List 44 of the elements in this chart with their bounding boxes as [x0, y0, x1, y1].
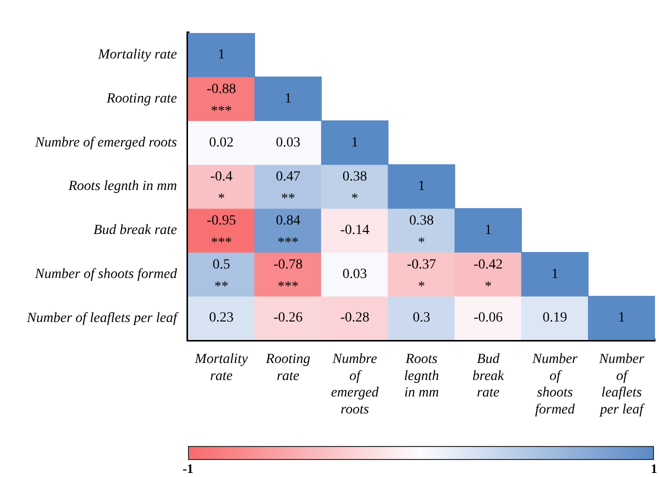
data-label: 1 [351, 135, 358, 150]
data-label: -0.95 *** [206, 214, 236, 251]
data-label: -0.42 * [474, 257, 503, 294]
x-tick-label: Number of shoots formed [531, 352, 578, 418]
y-tick-label: Numbre of emerged roots [34, 135, 178, 150]
data-label: 0.03 [276, 135, 300, 150]
data-label: -0.88 *** [206, 82, 236, 119]
data-label: 0.3 [412, 310, 430, 326]
color-bar-label: 1 [650, 461, 658, 477]
data-label: 0.02 [209, 135, 234, 150]
x-tick-label: Roots legnth in mm [404, 352, 439, 401]
data-label: 1 [284, 91, 292, 106]
data-label: 0.38 * [409, 214, 434, 251]
data-label: -0.78 *** [273, 257, 303, 294]
data-label: -0.28 [340, 310, 370, 326]
data-label: 1 [551, 266, 558, 282]
x-tick-label: Number of leaflets per leaf [598, 352, 646, 418]
data-label: -0.14 [340, 223, 370, 238]
data-label: 1 [618, 310, 626, 326]
x-tick-label: Mortality rate [194, 352, 249, 384]
data-label: -0.26 [273, 310, 303, 326]
data-label: -0.4 * [210, 170, 232, 207]
data-label: 1 [418, 179, 425, 194]
x-tick-label: Rooting rate [264, 352, 310, 384]
y-tick-label: Rooting rate [106, 91, 177, 106]
y-tick-label: Roots legnth in mm [68, 179, 177, 194]
y-tick-label: Mortality rate [97, 48, 177, 63]
y-tick-label: Number of leaflets per leaf [26, 310, 180, 326]
data-label: 1 [218, 48, 225, 63]
data-label: 0.23 [209, 310, 234, 326]
data-label: 0.03 [342, 266, 368, 282]
data-label: 0.19 [542, 310, 568, 326]
data-label: -0.37 * [406, 257, 436, 294]
x-tick-label: Numbre of emerged roots [330, 352, 380, 418]
data-label: 0.47 ** [276, 170, 300, 207]
data-label: 0.38 * [342, 170, 368, 207]
y-tick-label: Bud break rate [94, 223, 177, 238]
color-bar-label: -1 [182, 461, 194, 477]
data-label: 1 [484, 223, 492, 238]
x-tick-label: Bud break rate [472, 352, 505, 401]
data-label: 0.84 *** [276, 214, 300, 251]
y-tick-label: Number of shoots formed [34, 266, 178, 282]
data-label: -0.06 [474, 310, 503, 326]
data-label: 0.5 ** [212, 257, 230, 294]
